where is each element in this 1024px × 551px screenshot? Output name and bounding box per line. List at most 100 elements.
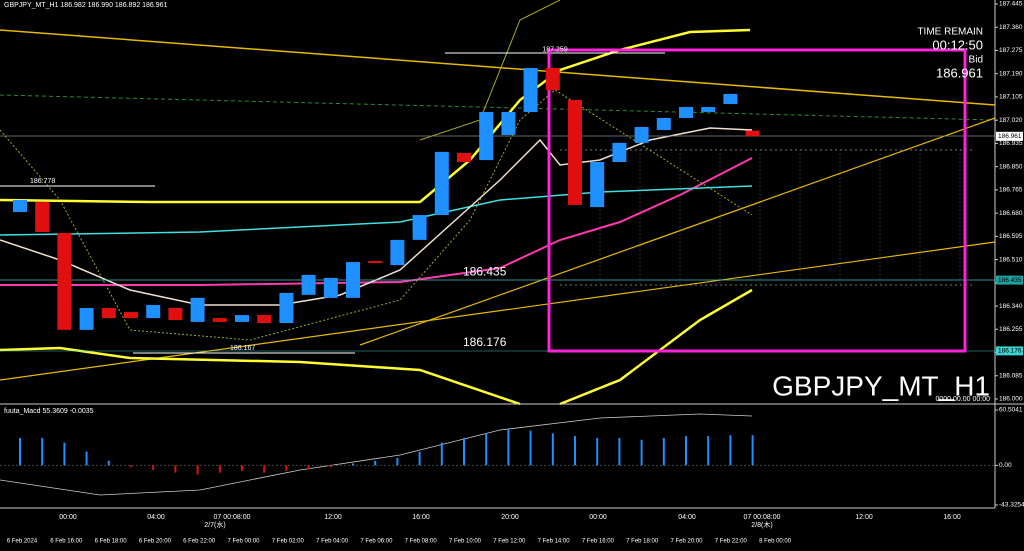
envelope [419, 0, 561, 141]
macd-bar [507, 428, 510, 466]
y-tick-label: 186.680 [999, 210, 1023, 217]
timer: 00:12:50 [932, 37, 983, 52]
time-minor-label: 6 Feb 18:00 [95, 539, 128, 545]
price-annotation: 187.259 [542, 47, 567, 54]
time-minor-label: 7 Feb 00:00 [227, 539, 260, 545]
chart-header: GBPJPY_MT_H1 186.982 186.990 186.892 186… [4, 2, 168, 9]
candle-body [457, 152, 471, 162]
candle-body [101, 307, 116, 319]
candle-body [323, 277, 338, 298]
time-minor-label: 7 Feb 16:00 [582, 539, 615, 545]
time-label: 12:00 [855, 514, 873, 521]
macd-bar [107, 460, 110, 466]
candle-body [368, 260, 383, 263]
macd-bar [751, 435, 754, 466]
ma-cyan [0, 185, 753, 236]
macd-bar [352, 463, 354, 466]
candle-body [168, 307, 183, 320]
macd-bar [374, 460, 377, 466]
candle-body [346, 262, 360, 298]
time-minor-label: 7 Feb 20:00 [670, 539, 703, 545]
macd-signal [0, 413, 753, 496]
candle-body [434, 151, 449, 216]
macd-bar [685, 436, 687, 466]
macd-bar [551, 433, 554, 466]
macd-bar [463, 437, 465, 466]
macd-bar [440, 442, 443, 466]
y-tick-label: 0.00 [999, 462, 1012, 469]
envelope [0, 89, 753, 341]
macd-bar [729, 435, 732, 466]
macd-bar [41, 437, 44, 466]
time-label: 00:00 [589, 514, 607, 521]
macd-bar [640, 439, 643, 466]
macd-bar [618, 437, 621, 466]
time-label: 16:00 [943, 514, 961, 521]
macd-bar [196, 465, 199, 475]
highlight-box [547, 48, 967, 353]
candle-body [390, 239, 405, 266]
candle-body [146, 304, 161, 319]
y-tick-label: 186.340 [999, 303, 1023, 310]
macd-bar [396, 458, 399, 466]
macd-bar [218, 465, 221, 473]
time-label: 04:00 [678, 514, 696, 521]
empty-date: 0000.00.00 00:00 [936, 396, 991, 403]
time-minor-label: 7 Feb 22:00 [715, 539, 748, 545]
price-tag-bg [996, 275, 1023, 285]
y-tick-label: 186.000 [999, 396, 1023, 403]
time-label: 07 00:08:00 [214, 514, 251, 521]
candle-body [35, 201, 50, 232]
y-tick-label: 187.445 [999, 1, 1023, 8]
watermark: GBPJPY_MT_H1 [772, 370, 990, 401]
candle-body [679, 107, 693, 118]
time-minor-label: 7 Feb 12:00 [493, 539, 526, 545]
dashed-ma [0, 94, 996, 121]
macd-bar [662, 437, 665, 466]
candle-body [568, 99, 582, 205]
macd-bar [85, 451, 88, 466]
macd-bar [418, 451, 421, 466]
candle-body [590, 162, 605, 208]
trendline [0, 29, 996, 106]
time-minor-label: 6 Feb 22:00 [183, 539, 216, 545]
macd-bar [329, 465, 332, 468]
y-tick-label: 186.935 [999, 140, 1023, 147]
time-minor-label: 6 Feb 16:00 [50, 539, 83, 545]
bid-label: Bid [969, 55, 983, 66]
time-label: 16:00 [412, 514, 430, 521]
y-tick-label: 187.360 [999, 24, 1023, 31]
candle-body [612, 142, 627, 162]
macd-bar [285, 465, 288, 471]
candle-body [545, 67, 560, 91]
macd-bar [263, 465, 266, 473]
macd-bar [63, 442, 66, 466]
macd-bar [152, 465, 155, 470]
time-minor-label: 6 Feb 2024 [7, 539, 38, 545]
y-tick-label: 186.850 [999, 163, 1023, 170]
candle-body [57, 233, 72, 330]
y-tick-label: -43.3254 [999, 502, 1024, 509]
candle-body [701, 107, 716, 112]
macd-bar [307, 465, 310, 470]
macd-bar [596, 437, 599, 466]
time-label: 00:00 [59, 514, 77, 521]
price-tag: 186.435 [998, 277, 1022, 284]
time-minor-label: 7 Feb 10:00 [449, 539, 482, 545]
time-label: 07 00:08:00 [744, 514, 781, 521]
y-tick-label: 186.510 [999, 256, 1023, 263]
time-minor-label: 7 Feb 06:00 [360, 539, 393, 545]
macd-bar [241, 465, 243, 471]
candle-body [190, 297, 205, 322]
y-tick-label: 186.255 [999, 326, 1023, 333]
price-tag-bg [996, 131, 1023, 141]
time-minor-label: 7 Feb 18:00 [626, 539, 659, 545]
y-tick-label: 186.085 [999, 372, 1023, 379]
candle-body [79, 307, 94, 330]
macd-bar [130, 465, 132, 468]
macd-label: fuuta_Macd 55.3609 -0.0035 [4, 408, 94, 415]
time-minor-label: 7 Feb 02:00 [272, 539, 305, 545]
candle-body [212, 318, 227, 322]
